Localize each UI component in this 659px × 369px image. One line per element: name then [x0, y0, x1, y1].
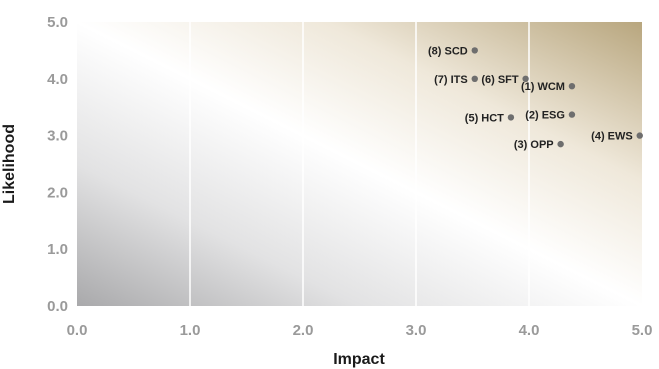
- data-point: [568, 82, 576, 90]
- y-tick-label: 3.0: [47, 128, 68, 145]
- y-tick-label: 0.0: [47, 298, 68, 315]
- y-axis-title: Likelihood: [1, 124, 18, 204]
- data-point-label: (1) WCM: [521, 81, 565, 93]
- data-point: [568, 111, 576, 118]
- plot-background: [77, 22, 642, 306]
- y-tick-label: 2.0: [47, 184, 68, 201]
- grid-lines: [189, 22, 530, 306]
- data-point: [522, 75, 529, 83]
- y-axis-ticks: 0.0 1.0 2.0 3.0 4.0 5.0: [47, 14, 68, 315]
- data-point-label: (8) SCD: [428, 45, 468, 57]
- x-tick-label: 0.0: [67, 322, 88, 339]
- data-point: [507, 114, 515, 121]
- data-point-label: (4) EWS: [591, 131, 633, 143]
- y-tick-label: 1.0: [47, 241, 68, 258]
- x-tick-label: 4.0: [519, 322, 540, 339]
- y-tick-label: 4.0: [47, 71, 68, 88]
- data-point-label: (7) ITS: [434, 74, 468, 86]
- data-points: (1) WCM (2) ESG (3) OPP (4) EWS (5) HCT (6) S…: [428, 45, 643, 151]
- data-point: [557, 140, 564, 148]
- data-point: [471, 47, 478, 54]
- x-tick-label: 2.0: [293, 322, 314, 339]
- data-point: [471, 75, 478, 83]
- x-axis-ticks: 0.0 1.0 2.0 3.0 4.0 5.0: [67, 322, 653, 339]
- x-tick-label: 3.0: [406, 322, 427, 339]
- x-tick-label: 5.0: [632, 322, 653, 339]
- x-tick-label: 1.0: [180, 322, 201, 339]
- y-tick-label: 5.0: [47, 14, 68, 31]
- data-point-label: (5) HCT: [465, 112, 504, 124]
- x-axis-title: Impact: [333, 351, 385, 368]
- data-point-label: (3) OPP: [514, 139, 554, 151]
- data-point-label: (2) ESG: [525, 110, 565, 122]
- data-point-label: (6) SFT: [481, 74, 519, 86]
- data-point: [636, 132, 643, 139]
